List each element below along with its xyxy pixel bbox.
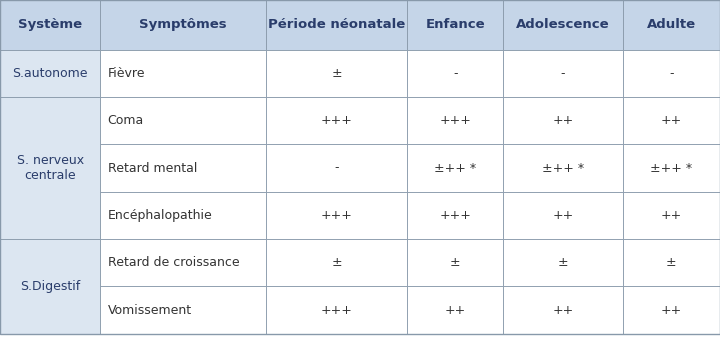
Text: ±++ *: ±++ * [434, 162, 477, 175]
Text: Coma: Coma [107, 114, 144, 127]
Text: Adulte: Adulte [647, 18, 696, 31]
Bar [623, 50, 720, 97]
Text: ++: ++ [661, 304, 682, 317]
Text: ±: ± [557, 256, 568, 269]
Text: Vomissement: Vomissement [107, 304, 192, 317]
Text: -: - [335, 162, 339, 175]
Text: +++: +++ [439, 209, 471, 222]
Text: Symptômes: Symptômes [140, 18, 227, 31]
Bar [266, 239, 408, 286]
Bar [408, 192, 503, 239]
Bar [266, 0, 408, 50]
Text: Encéphalopathie: Encéphalopathie [107, 209, 212, 222]
Text: ±++ *: ±++ * [650, 162, 693, 175]
Text: -: - [669, 67, 673, 80]
Bar [266, 97, 408, 144]
Text: +++: +++ [321, 209, 353, 222]
Text: ++: ++ [552, 304, 574, 317]
Bar [100, 239, 266, 286]
Bar [0, 50, 100, 97]
Bar [408, 144, 503, 192]
Bar [408, 286, 503, 334]
Bar [503, 286, 623, 334]
Text: S.Digestif: S.Digestif [20, 280, 81, 293]
Text: Période néonatale: Période néonatale [268, 18, 405, 31]
Bar [503, 97, 623, 144]
Bar [100, 192, 266, 239]
Text: -: - [561, 67, 565, 80]
Bar [0, 239, 100, 334]
Bar [623, 0, 720, 50]
Bar [0, 0, 100, 50]
Text: ±: ± [450, 256, 461, 269]
Bar [100, 0, 266, 50]
Bar [408, 97, 503, 144]
Text: ±: ± [331, 67, 342, 80]
Text: S.autonome: S.autonome [12, 67, 88, 80]
Text: ±: ± [331, 256, 342, 269]
Bar [408, 50, 503, 97]
Bar [408, 239, 503, 286]
Bar [503, 239, 623, 286]
Text: Système: Système [18, 18, 82, 31]
Bar [623, 97, 720, 144]
Text: ++: ++ [552, 209, 574, 222]
Bar [0, 97, 100, 239]
Text: ±++ *: ±++ * [542, 162, 584, 175]
Bar [100, 50, 266, 97]
Bar [100, 97, 266, 144]
Bar [503, 50, 623, 97]
Bar [503, 144, 623, 192]
Bar [266, 50, 408, 97]
Text: +++: +++ [321, 304, 353, 317]
Text: ++: ++ [661, 114, 682, 127]
Bar [100, 286, 266, 334]
Text: Retard mental: Retard mental [107, 162, 197, 175]
Bar [266, 286, 408, 334]
Text: Enfance: Enfance [426, 18, 485, 31]
Bar [100, 144, 266, 192]
Bar [623, 239, 720, 286]
Text: ±: ± [666, 256, 677, 269]
Bar [503, 0, 623, 50]
Bar [408, 0, 503, 50]
Text: ++: ++ [445, 304, 466, 317]
Text: Adolescence: Adolescence [516, 18, 610, 31]
Text: ++: ++ [552, 114, 574, 127]
Text: Retard de croissance: Retard de croissance [107, 256, 239, 269]
Text: +++: +++ [439, 114, 471, 127]
Bar [503, 192, 623, 239]
Text: ++: ++ [661, 209, 682, 222]
Bar [623, 192, 720, 239]
Text: +++: +++ [321, 114, 353, 127]
Text: -: - [453, 67, 457, 80]
Text: S. nerveux
centrale: S. nerveux centrale [17, 154, 84, 182]
Bar [266, 192, 408, 239]
Bar [623, 144, 720, 192]
Bar [623, 286, 720, 334]
Bar [266, 144, 408, 192]
Text: Fièvre: Fièvre [107, 67, 145, 80]
